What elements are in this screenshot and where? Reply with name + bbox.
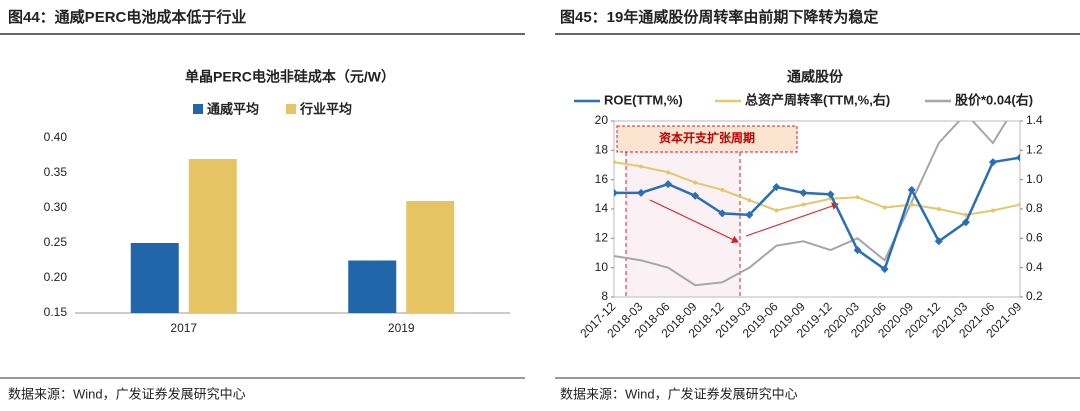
series-line (614, 121, 1008, 287)
y-tick-label: 18 (595, 143, 609, 157)
annotation-box (616, 125, 798, 153)
marker (774, 208, 779, 213)
marker (853, 246, 862, 255)
y-tick-label: 20 (595, 113, 609, 127)
marker (693, 180, 698, 185)
marker (664, 180, 673, 189)
y-tick-label: 0.20 (44, 270, 68, 284)
period-shade (626, 152, 740, 297)
caption: 图45：19年通威股份周转率由前期下降转为稳定 (560, 8, 878, 26)
marker (720, 187, 725, 192)
marker (936, 207, 941, 211)
arrow (649, 199, 739, 244)
y2-tick-label: 1.4 (1026, 113, 1043, 127)
source: 数据来源：Wind，广发证券发展研究中心 (560, 386, 798, 401)
y-tick-label: 8 (601, 289, 608, 303)
x-tick-label: 2019 (388, 321, 415, 335)
annotation: 资本开支扩张周期 (659, 130, 755, 145)
plot-area (614, 121, 1020, 287)
y-tick-label: 0.40 (44, 130, 68, 144)
arrow (745, 202, 839, 237)
marker (880, 265, 889, 274)
marker (772, 183, 781, 191)
x-tick-label: 2017 (170, 321, 197, 335)
marker (961, 218, 970, 227)
y2-tick-label: 0.4 (1026, 260, 1043, 274)
marker (1016, 153, 1020, 162)
chart-title: 单晶PERC电池非硅成本（元/W） (185, 69, 395, 85)
legend-swatch (193, 104, 203, 114)
y2-tick-label: 0.8 (1026, 201, 1043, 215)
bar (348, 260, 397, 313)
marker (988, 158, 997, 167)
caption: 图44：通威PERC电池成本低于行业 (8, 8, 246, 26)
series-line (614, 161, 1020, 216)
y-tick-label: 12 (595, 231, 609, 245)
y-tick-label: 0.25 (44, 235, 68, 249)
marker (907, 185, 916, 194)
marker (882, 205, 887, 210)
y2-tick-label: 1.0 (1026, 172, 1043, 186)
chart-title: 通威股份 (787, 69, 844, 85)
legend-label: ROE(TTM,%) (604, 92, 683, 107)
series-line (614, 156, 1020, 272)
marker (614, 160, 616, 165)
marker (637, 188, 646, 197)
marker (799, 188, 808, 197)
marker (934, 237, 943, 246)
marker (909, 202, 914, 207)
legend-label: 股价*0.04(右) (955, 92, 1033, 107)
bar (406, 201, 455, 313)
bar (188, 159, 237, 313)
y-tick-label: 10 (595, 260, 609, 274)
y-tick-label: 14 (595, 201, 609, 215)
marker (614, 188, 618, 197)
y-tick-label: 0.30 (44, 200, 68, 214)
marker (639, 164, 644, 169)
y2-tick-label: 1.2 (1026, 143, 1043, 157)
marker (801, 202, 806, 207)
legend-label: 行业平均 (299, 101, 352, 116)
marker (718, 209, 727, 218)
y-tick-label: 16 (595, 172, 609, 186)
legend-label: 总资产周转率(TTM,%,右) (745, 92, 890, 107)
marker (666, 170, 671, 175)
y2-tick-label: 0.2 (1026, 289, 1043, 303)
y-tick-label: 0.35 (44, 165, 68, 179)
legend-swatch (286, 104, 296, 114)
y-tick-label: 0.15 (44, 305, 68, 319)
marker (691, 191, 700, 200)
marker (1018, 202, 1020, 207)
source: 数据来源：Wind，广发证券发展研究中心 (8, 386, 246, 401)
bar (130, 243, 179, 313)
marker (963, 212, 968, 217)
marker (855, 195, 860, 200)
marker (745, 210, 754, 219)
marker (747, 198, 752, 203)
legend-label: 通威平均 (207, 101, 259, 116)
marker (826, 190, 835, 199)
marker (990, 208, 995, 213)
y2-tick-label: 0.6 (1026, 231, 1043, 245)
